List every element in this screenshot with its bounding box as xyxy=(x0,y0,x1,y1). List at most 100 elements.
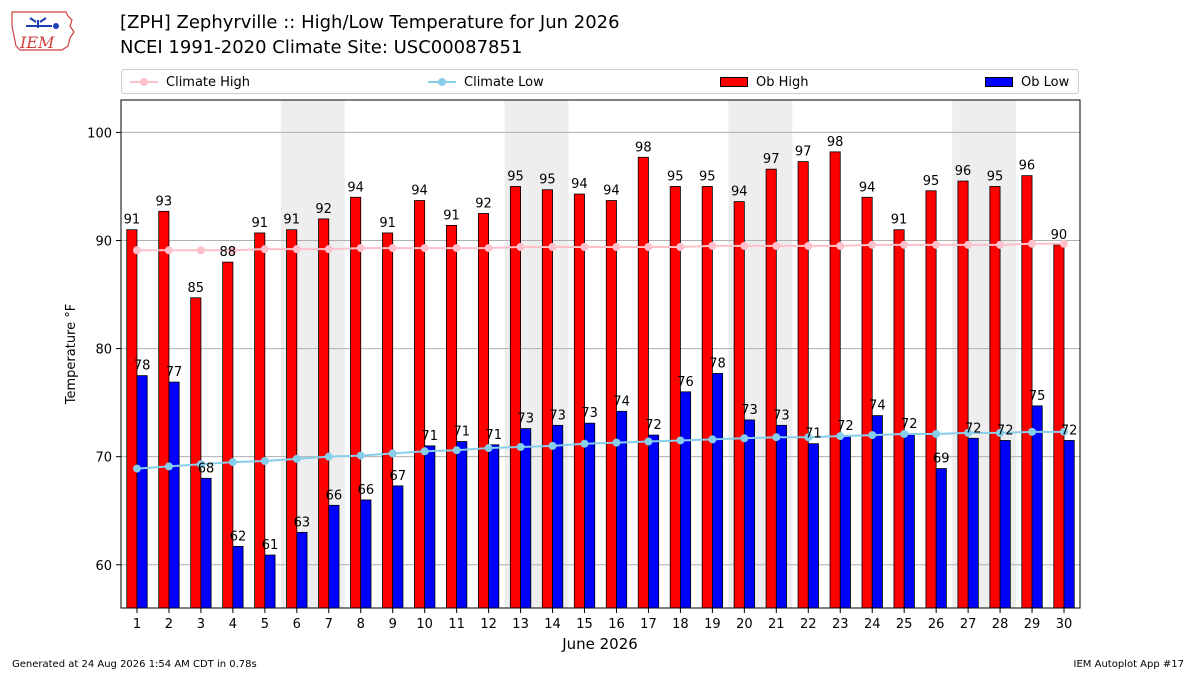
ob-low-label-24: 74 xyxy=(869,399,886,414)
climate-low-point-6 xyxy=(292,454,301,463)
ob-low-label-29: 75 xyxy=(1029,389,1046,404)
climate-low-point-27 xyxy=(964,428,973,437)
ob-low-bar-6 xyxy=(296,531,308,609)
ob-low-label-11: 71 xyxy=(453,425,470,440)
ob-low-label-1: 78 xyxy=(134,359,151,374)
legend-item-ob-low: Ob Low xyxy=(985,73,1069,91)
climate-high-point-23 xyxy=(836,241,845,250)
ob-low-bar-27 xyxy=(967,437,979,609)
ob-low-label-27: 72 xyxy=(965,421,982,436)
ob-high-label-10: 94 xyxy=(411,184,428,199)
ob-high-bar-14 xyxy=(541,189,553,609)
x-tick-label-5: 5 xyxy=(261,617,269,632)
x-tick-label-15: 15 xyxy=(576,617,593,632)
climate-low-point-1 xyxy=(132,464,141,473)
ob-low-bar-8 xyxy=(360,499,372,609)
ob-high-label-26: 95 xyxy=(923,174,940,189)
weather-station-icon xyxy=(26,17,52,28)
climate-low-point-21 xyxy=(772,433,781,442)
x-tick-label-14: 14 xyxy=(544,617,561,632)
ob-high-bar-21 xyxy=(765,168,777,609)
ob-high-label-8: 94 xyxy=(347,180,364,195)
x-tick-label-25: 25 xyxy=(896,617,913,632)
ob-low-label-13: 73 xyxy=(517,412,534,427)
x-tick-label-11: 11 xyxy=(448,617,465,632)
climate-high-point-7 xyxy=(324,245,333,254)
climate-lines xyxy=(132,239,1069,473)
climate-low-point-25 xyxy=(900,429,909,438)
x-tick-label-9: 9 xyxy=(389,617,397,632)
ob-high-label-24: 94 xyxy=(859,180,876,195)
ob-high-label-14: 95 xyxy=(539,173,556,188)
ob-low-bar-22 xyxy=(807,443,819,609)
chart-title: [ZPH] Zephyrville :: High/Low Temperatur… xyxy=(120,12,620,33)
ob-low-bar-5 xyxy=(264,554,276,609)
climate-low-point-11 xyxy=(452,446,461,455)
ob-low-bar-15 xyxy=(584,422,596,609)
ob-high-bar-15 xyxy=(573,193,585,609)
climate-high-point-14 xyxy=(548,242,557,251)
ob-low-label-20: 73 xyxy=(741,403,758,418)
climate-high-line xyxy=(136,242,1065,252)
climate-low-point-4 xyxy=(228,458,237,467)
ob-high-label-4: 88 xyxy=(219,245,236,260)
ob-high-bar-26 xyxy=(925,190,937,609)
climate-low-point-13 xyxy=(516,442,525,451)
bars xyxy=(126,151,1075,609)
ob-low-label-19: 78 xyxy=(709,356,726,371)
climate-low-point-9 xyxy=(388,449,397,458)
ob-low-label-5: 61 xyxy=(262,538,279,553)
ob-high-label-18: 95 xyxy=(667,169,684,184)
x-tick-label-24: 24 xyxy=(864,617,881,632)
ob-low-label-12: 71 xyxy=(485,428,502,443)
climate-low-point-12 xyxy=(484,444,493,453)
ob-low-bar-7 xyxy=(328,504,340,609)
ob-high-label-6: 91 xyxy=(283,213,300,228)
ob-low-label-7: 66 xyxy=(326,488,343,503)
ob-high-label-19: 95 xyxy=(699,169,716,184)
ob-low-label-23: 72 xyxy=(837,419,854,434)
legend-item-climate-low: Climate Low xyxy=(428,73,544,91)
climate-high-point-9 xyxy=(388,244,397,253)
ob-low-bar-1 xyxy=(136,375,148,609)
climate-high-point-2 xyxy=(164,246,173,255)
climate-high-point-21 xyxy=(772,241,781,250)
climate-low-point-17 xyxy=(644,437,653,446)
ob-high-label-25: 91 xyxy=(891,213,908,228)
ob-high-label-13: 95 xyxy=(507,169,524,184)
ob-high-bar-22 xyxy=(797,161,809,609)
ob-low-label-18: 76 xyxy=(677,375,694,390)
climate-low-point-28 xyxy=(996,428,1005,437)
climate-high-point-28 xyxy=(996,240,1005,249)
climate-high-point-25 xyxy=(900,240,909,249)
ob-low-bar-9 xyxy=(392,485,404,609)
ob-high-label-30: 90 xyxy=(1051,228,1068,243)
ob-low-bar-30 xyxy=(1063,440,1075,609)
x-tick-label-23: 23 xyxy=(832,617,849,632)
climate-high-point-17 xyxy=(644,242,653,251)
iowa-outline-icon xyxy=(11,11,75,51)
climate-low-point-2 xyxy=(164,462,173,471)
ob-high-label-11: 91 xyxy=(443,208,460,223)
x-tick-label-8: 8 xyxy=(357,617,365,632)
x-axis-label: June 2026 xyxy=(561,635,638,653)
ob-high-label-3: 85 xyxy=(188,281,205,296)
climate-low-point-15 xyxy=(580,439,589,448)
footer-generated: Generated at 24 Aug 2026 1:54 AM CDT in … xyxy=(12,659,257,670)
plot-frame xyxy=(120,99,1081,609)
ob-high-label-16: 94 xyxy=(603,184,620,199)
ob-low-label-6: 63 xyxy=(294,515,311,530)
x-tick-label-1: 1 xyxy=(133,617,141,632)
legend-label-climate-low: Climate Low xyxy=(464,74,544,90)
ob-high-bar-17 xyxy=(637,156,649,609)
iem-logo: IEM xyxy=(11,11,75,52)
ob-low-bar-12 xyxy=(488,444,500,609)
climate-high-point-26 xyxy=(932,240,941,249)
legend-label-climate-high: Climate High xyxy=(166,74,251,90)
climate-high-point-24 xyxy=(868,240,877,249)
climate-high-point-19 xyxy=(708,241,717,250)
climate-low-point-14 xyxy=(548,441,557,450)
x-tick-label-20: 20 xyxy=(736,617,753,632)
x-tick-label-12: 12 xyxy=(480,617,497,632)
climate-low-point-18 xyxy=(676,436,685,445)
